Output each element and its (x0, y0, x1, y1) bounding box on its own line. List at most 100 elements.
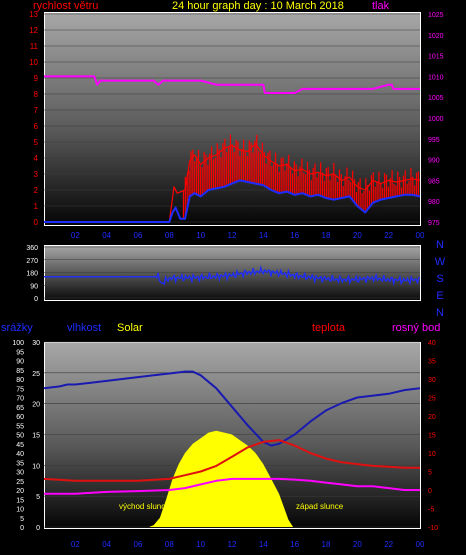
humidity-tick-label: 30 (32, 340, 40, 347)
humidity-tick-label: 5 (36, 494, 40, 501)
solar-legend: Solar (117, 322, 143, 334)
humidity-tick-label: 25 (32, 371, 40, 378)
rain-tick-label: 60 (16, 414, 24, 421)
temperature-tick-label: 40 (428, 340, 436, 347)
chart-title: 24 hour graph day : 10 March 2018 (172, 0, 344, 12)
wind-average-line (44, 179, 421, 223)
humidity-tick-label: 0 (36, 525, 40, 532)
weather-panel-frame (44, 342, 421, 529)
pressure-tick-label: 1020 (428, 33, 444, 40)
compass-label: S (436, 273, 443, 285)
weather-x-tick-label: 10 (196, 540, 205, 549)
pressure-tick-label: 975 (428, 220, 440, 227)
pressure-tick-label: 1025 (428, 12, 444, 19)
humidity-tick-label: 20 (32, 402, 40, 409)
pressure-tick-label: 1015 (428, 54, 444, 61)
wind-panel-frame (44, 12, 421, 226)
wind-speed-tick-label: 7 (34, 106, 39, 115)
weather-x-tick-label: 16 (290, 540, 299, 549)
direction-panel-frame (44, 245, 421, 301)
wind-x-tick-label: 04 (102, 231, 111, 240)
weather-x-tick-label: 04 (102, 540, 111, 549)
wind-speed-tick-label: 8 (34, 90, 39, 99)
humidity-axis-title: vlhkost (67, 322, 101, 334)
wind-x-tick-label: 22 (384, 231, 393, 240)
wind-x-tick-label: 20 (353, 231, 362, 240)
rain-tick-label: 25 (16, 479, 24, 486)
wind-x-tick-label: 18 (322, 231, 331, 240)
rain-tick-label: 90 (16, 359, 24, 366)
rain-tick-label: 75 (16, 386, 24, 393)
wind-panel-background (44, 12, 420, 225)
pressure-tick-label: 1000 (428, 116, 444, 123)
pressure-tick-label: 1005 (428, 95, 444, 102)
weather-x-tick-label: 14 (259, 540, 268, 549)
wind-speed-tick-label: 0 (34, 218, 39, 227)
compass-label: N (436, 239, 444, 251)
temperature-tick-label: 30 (428, 377, 436, 384)
wind-speed-tick-label: 1 (34, 202, 39, 211)
temperature-tick-label: -10 (428, 525, 438, 532)
humidity-line (43, 370, 421, 447)
wind-speed-tick-label: 3 (34, 170, 39, 179)
wind-speed-tick-label: 9 (34, 74, 39, 83)
pressure-line (44, 75, 420, 94)
wind-speed-tick-label: 2 (34, 186, 39, 195)
compass-label: N (436, 307, 444, 319)
wind-x-tick-label: 02 (71, 231, 80, 240)
humidity-tick-label: 15 (32, 433, 40, 440)
rain-tick-label: 15 (16, 497, 24, 504)
temperature-tick-label: 10 (428, 451, 436, 458)
weather-x-tick-label: 00 (416, 540, 425, 549)
temperature-axis-title: teplota (312, 322, 346, 334)
wind-speed-tick-label: 6 (34, 122, 39, 131)
direction-tick-label: 270 (26, 258, 38, 265)
rain-tick-label: 45 (16, 442, 24, 449)
rain-tick-label: 5 (20, 516, 24, 523)
rain-tick-label: 70 (16, 396, 24, 403)
rain-tick-label: 35 (16, 460, 24, 467)
wind-speed-tick-label: 10 (29, 58, 38, 67)
pressure-tick-label: 990 (428, 158, 440, 165)
rain-tick-label: 65 (16, 405, 24, 412)
wind-x-tick-label: 12 (228, 231, 237, 240)
temperature-tick-label: 25 (428, 396, 436, 403)
rain-tick-label: 40 (16, 451, 24, 458)
rain-axis-title: srážky (1, 322, 33, 334)
solar-area (149, 430, 294, 527)
rain-tick-label: 85 (16, 368, 24, 375)
direction-tick-label: 90 (30, 283, 38, 290)
compass-label: E (436, 290, 443, 302)
temperature-line (43, 439, 420, 482)
weather-x-tick-label: 18 (322, 540, 331, 549)
pressure-tick-label: 995 (428, 137, 440, 144)
wind-speed-tick-label: 5 (34, 138, 39, 147)
temperature-tick-label: -5 (428, 507, 434, 514)
wind-x-tick-label: 16 (290, 231, 299, 240)
sunset-annotation: západ slunce (296, 502, 344, 511)
weather-x-tick-label: 06 (134, 540, 143, 549)
gust-line (44, 143, 421, 223)
wind-x-tick-label: 00 (416, 231, 425, 240)
direction-tick-label: 0 (34, 296, 38, 303)
rain-tick-label: 20 (16, 488, 24, 495)
weather-x-tick-label: 08 (165, 540, 174, 549)
weather-x-tick-label: 02 (71, 540, 80, 549)
rain-tick-label: 0 (20, 525, 24, 532)
temperature-tick-label: 20 (428, 414, 436, 421)
rain-tick-label: 10 (16, 507, 24, 514)
rain-tick-label: 100 (12, 340, 24, 347)
temperature-tick-label: 35 (428, 359, 436, 366)
temperature-tick-label: 5 (428, 470, 432, 477)
wind-x-tick-label: 10 (196, 231, 205, 240)
sunrise-annotation: východ slunce (119, 502, 170, 511)
wind-direction-line (44, 265, 421, 286)
rain-tick-label: 80 (16, 377, 24, 384)
wind-speed-tick-label: 4 (34, 154, 39, 163)
temperature-tick-label: 0 (428, 488, 432, 495)
rain-tick-label: 55 (16, 423, 24, 430)
dew-point-legend: rosný bod (392, 322, 440, 334)
rain-tick-label: 30 (16, 470, 24, 477)
